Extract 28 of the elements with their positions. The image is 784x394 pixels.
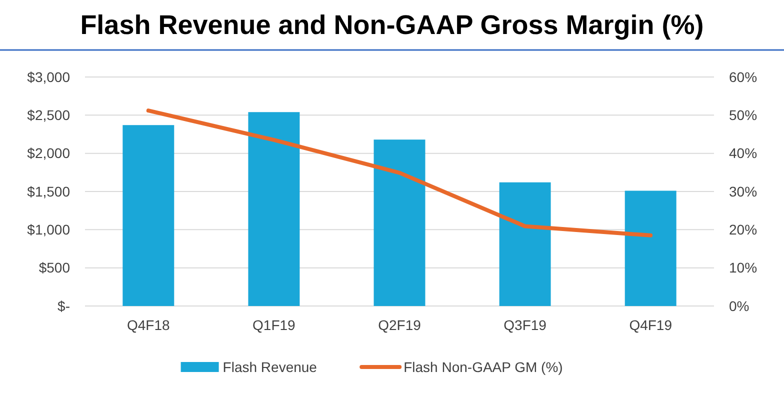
y2-tick-label: 40% — [729, 145, 758, 162]
x-tick-label: Q1F19 — [252, 317, 296, 333]
legend-label: Flash Revenue — [222, 358, 318, 375]
line-series — [146, 108, 653, 238]
x-tick-label: Q4F19 — [629, 317, 672, 333]
y-tick-label: $- — [58, 298, 70, 314]
y-tick-label: $500 — [38, 260, 70, 276]
y-tick-label: $1,500 — [27, 183, 70, 200]
y2-tick-label: 10% — [729, 260, 758, 276]
chart-title: Flash Revenue and Non-GAAP Gross Margin (%) — [80, 10, 704, 40]
y-tick-label: $2,000 — [27, 145, 70, 162]
x-tick-label: Q2F19 — [378, 317, 422, 333]
y2-tick-label: 20% — [729, 222, 758, 238]
bar — [374, 140, 426, 306]
y-tick-label: $3,000 — [27, 68, 70, 85]
bar — [624, 190, 676, 306]
y2-tick-label: 60% — [729, 68, 758, 85]
x-tick-label: Q4F18 — [126, 317, 170, 333]
y-tick-label: $1,000 — [27, 222, 70, 238]
x-tick-label: Q3F19 — [504, 317, 547, 333]
y2-tick-label: 50% — [729, 107, 758, 124]
y-tick-label: $2,500 — [27, 107, 70, 124]
y2-tick-label: 0% — [729, 298, 750, 314]
bar — [499, 182, 551, 306]
y2-tick-label: 30% — [729, 183, 758, 200]
legend-label: Flash Non-GAAP GM (%) — [404, 358, 563, 375]
bar — [122, 125, 174, 306]
bar — [248, 112, 300, 306]
